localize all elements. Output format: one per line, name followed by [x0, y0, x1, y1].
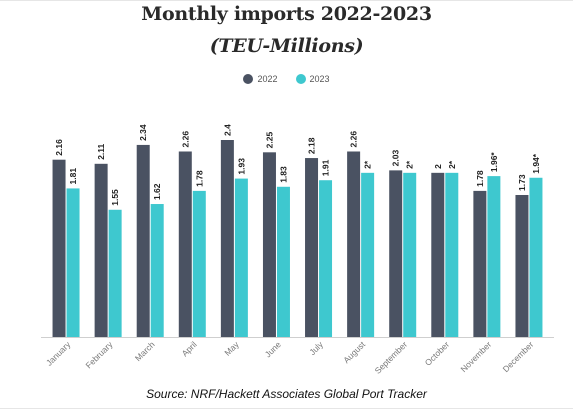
bar-2023-november — [487, 176, 501, 337]
data-label-2022-october: 2 — [433, 164, 443, 169]
bar-2022-december — [515, 194, 529, 337]
legend-item-2022: 2022 — [243, 74, 278, 84]
bar-2023-october — [445, 172, 459, 337]
chart-title: Monthly imports 2022-2023 — [141, 3, 432, 25]
bar-2023-september — [403, 172, 417, 337]
data-label-2022-september: 2.03 — [391, 150, 401, 167]
bar-2022-september — [389, 170, 403, 337]
bar-2022-october — [431, 172, 445, 337]
data-label-2022-february: 2.11 — [96, 143, 106, 159]
x-tick-label-october: October — [423, 339, 452, 368]
data-label-2023-june: 1.83 — [278, 166, 288, 183]
bar-2023-december — [529, 177, 543, 337]
x-tick-label-april: April — [180, 339, 199, 358]
bar-2022-may — [220, 140, 234, 337]
bar-2023-july — [319, 180, 333, 337]
bar-2023-august — [361, 172, 375, 337]
x-tick-label-december: December — [501, 339, 536, 374]
bar-2022-june — [262, 152, 276, 337]
bar-2023-january — [66, 188, 80, 337]
data-label-2023-september: 2* — [405, 160, 415, 169]
x-tick-label-january: January — [44, 339, 73, 368]
bar-2022-january — [52, 159, 66, 337]
x-tick-label-february: February — [83, 339, 115, 371]
bar-2023-february — [108, 209, 122, 337]
x-tick-label-june: June — [263, 339, 283, 359]
legend-item-2023: 2023 — [295, 74, 330, 84]
legend-swatch-2023 — [295, 74, 306, 84]
bar-2023-march — [150, 204, 164, 337]
data-label-2023-february: 1.55 — [110, 189, 120, 206]
x-tick-label-may: May — [222, 339, 241, 358]
bar-2023-april — [192, 190, 206, 337]
data-label-2022-january: 2.16 — [54, 139, 64, 156]
chart-subtitle: (TEU-Millions) — [209, 35, 364, 57]
data-label-2022-december: 1.73 — [517, 174, 527, 191]
data-label-2022-may: 2.4 — [222, 124, 232, 136]
bar-2023-may — [234, 178, 248, 337]
x-tick-label-march: March — [133, 339, 157, 363]
data-label-2023-november: 1.96* — [489, 152, 499, 173]
data-label-2022-august: 2.26 — [349, 131, 359, 148]
data-label-2023-january: 1.81 — [68, 168, 78, 185]
bar-2022-july — [305, 158, 319, 337]
data-label-2022-june: 2.25 — [264, 131, 274, 148]
x-tick-label-july: July — [307, 339, 325, 357]
data-label-2023-august: 2* — [363, 160, 373, 169]
x-tick-label-august: August — [341, 339, 367, 365]
bar-2022-august — [347, 151, 361, 337]
legend-swatch-2022 — [243, 74, 254, 84]
legend-label-2023: 2023 — [309, 74, 330, 84]
source-note: Source: NRF/Hackett Associates Global Po… — [146, 387, 427, 401]
data-label-2022-july: 2.18 — [307, 137, 317, 154]
bar-2022-april — [178, 151, 192, 337]
data-label-2023-july: 1.91 — [321, 159, 331, 176]
bar-2022-march — [136, 144, 150, 337]
legend: 2022 2023 — [0, 74, 573, 84]
data-label-2023-april: 1.78 — [194, 170, 204, 187]
bar-2023-june — [276, 186, 290, 337]
data-label-2023-october: 2* — [447, 160, 457, 169]
bar-2022-november — [473, 190, 487, 337]
data-label-2022-april: 2.26 — [180, 131, 190, 148]
x-tick-label-september: September — [373, 339, 410, 376]
data-label-2022-march: 2.34 — [138, 124, 148, 141]
legend-label-2022: 2022 — [257, 74, 278, 84]
data-label-2022-november: 1.78 — [475, 170, 485, 187]
data-label-2023-may: 1.93 — [236, 158, 246, 175]
data-label-2023-march: 1.62 — [152, 183, 162, 200]
data-label-2023-december: 1.94* — [531, 153, 541, 174]
bar-2022-february — [94, 163, 108, 337]
x-tick-label-november: November — [458, 339, 493, 374]
